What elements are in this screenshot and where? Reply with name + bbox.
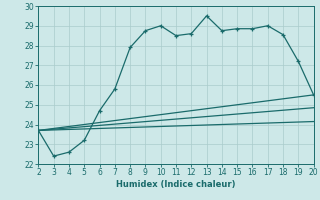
X-axis label: Humidex (Indice chaleur): Humidex (Indice chaleur) (116, 180, 236, 189)
